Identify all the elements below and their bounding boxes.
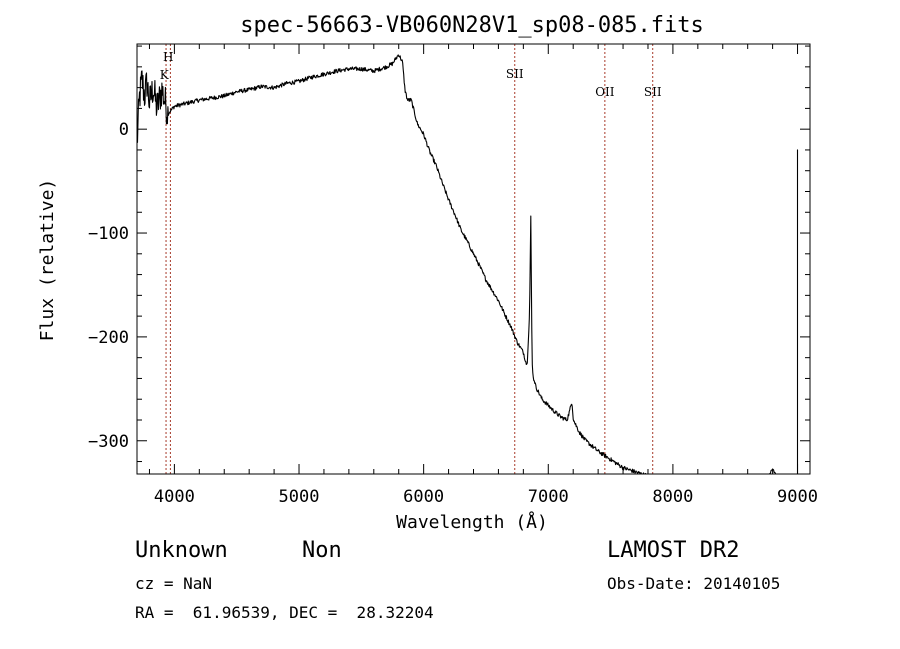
y-axis-label: Flux (relative) [37,179,58,342]
marker-label: H [163,50,173,64]
spectrum-line [136,54,799,475]
marker-label: SII [506,67,524,81]
x-axis-label: Wavelength (Å) [396,511,548,533]
marker-label: SII [644,85,662,99]
survey-label: LAMOST DR2 [607,538,740,563]
obs-date-label: Obs-Date: 20140105 [607,574,781,593]
x-tick-label: 6000 [403,487,444,507]
subclass-label: Non [302,538,342,563]
x-tick-label: 7000 [528,487,569,507]
marker-label: K [160,68,170,82]
y-tick-label: 0 [119,120,129,140]
x-tick-label: 9000 [777,487,818,507]
axes: 4000 5000 6000 7000 8000 9000 0 −100 −200 −300 [88,43,818,507]
coordinates-label: RA = 61.96539, DEC = 28.32204 [135,603,434,622]
y-tick-label: −100 [88,224,129,244]
marker-label: OII [595,85,615,99]
redshift-label: cz = NaN [135,574,213,593]
x-tick-label: 5000 [279,487,320,507]
classification-label: Unknown [135,538,228,563]
x-tick-label: 8000 [652,487,693,507]
emission-line-markers: HK SII OII SII [160,44,662,474]
plot-frame [136,43,811,475]
x-tick-label: 4000 [154,487,195,507]
y-tick-label: −200 [88,328,129,348]
y-tick-label: −300 [88,432,129,452]
spectrum-series [136,54,799,475]
chart-title: spec-56663-VB060N28V1_sp08-085.fits [240,13,704,38]
